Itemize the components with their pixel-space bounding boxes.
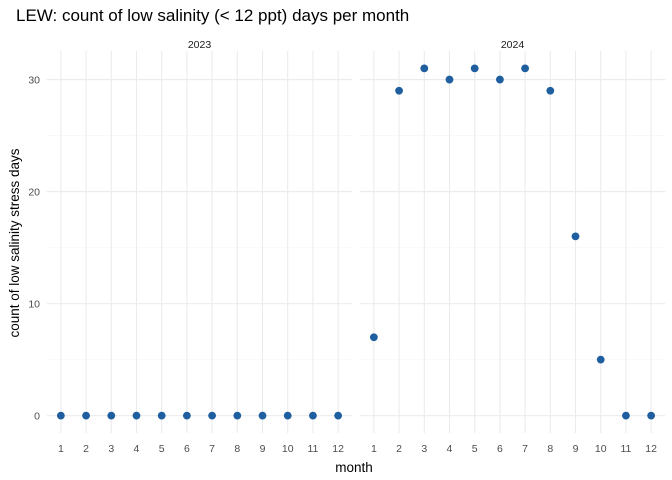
data-point <box>283 411 292 420</box>
data-point <box>309 411 317 420</box>
data-point <box>571 232 580 241</box>
data-point <box>182 411 191 420</box>
x-tick-label: 12 <box>645 443 657 455</box>
x-tick-label: 10 <box>282 443 294 455</box>
x-tick-label: 9 <box>260 443 266 455</box>
x-tick-label: 5 <box>159 443 165 455</box>
y-tick-label: 0 <box>34 410 40 422</box>
x-tick-label: 2 <box>396 443 402 455</box>
data-point <box>107 411 116 420</box>
x-tick-label: 5 <box>472 443 478 455</box>
y-tick-label: 20 <box>28 186 40 198</box>
data-point <box>369 333 378 342</box>
x-tick-label: 3 <box>108 443 114 455</box>
data-point <box>420 64 429 73</box>
facet-strip-label: 2023 <box>188 39 212 51</box>
x-tick-label: 10 <box>595 443 607 455</box>
data-point <box>208 411 217 420</box>
data-point <box>596 355 605 364</box>
data-point <box>647 411 656 420</box>
x-tick-label: 12 <box>332 443 344 455</box>
x-tick-label: 4 <box>447 443 453 455</box>
data-point <box>445 75 454 84</box>
x-tick-label: 4 <box>134 443 140 455</box>
y-tick-label: 10 <box>28 298 40 310</box>
data-point <box>56 411 65 420</box>
chart-title: LEW: count of low salinity (< 12 ppt) da… <box>16 6 409 25</box>
facet-strip-label: 2024 <box>501 39 525 51</box>
x-tick-label: 1 <box>371 443 377 455</box>
data-point <box>495 75 504 84</box>
x-tick-label: 2 <box>83 443 89 455</box>
x-tick-label: 6 <box>497 443 503 455</box>
data-point <box>546 86 555 95</box>
data-point <box>622 411 630 420</box>
data-point <box>395 86 403 95</box>
x-tick-label: 11 <box>307 443 318 455</box>
data-point <box>132 411 141 420</box>
data-point <box>82 411 90 420</box>
x-axis-title: month <box>335 460 373 475</box>
x-tick-label: 3 <box>421 443 427 455</box>
x-tick-label: 11 <box>620 443 631 455</box>
x-tick-label: 7 <box>522 443 528 455</box>
x-tick-label: 1 <box>58 443 64 455</box>
data-point <box>521 64 530 73</box>
x-tick-label: 8 <box>234 443 240 455</box>
x-tick-label: 9 <box>573 443 579 455</box>
y-tick-label: 30 <box>28 74 40 86</box>
x-tick-label: 7 <box>209 443 215 455</box>
y-axis-title: count of low salinity stress days <box>7 148 22 337</box>
data-point <box>334 411 343 420</box>
data-point <box>233 411 242 420</box>
data-point <box>157 411 166 420</box>
data-point <box>470 64 479 73</box>
data-point <box>258 411 267 420</box>
x-tick-label: 8 <box>547 443 553 455</box>
x-tick-label: 6 <box>184 443 190 455</box>
